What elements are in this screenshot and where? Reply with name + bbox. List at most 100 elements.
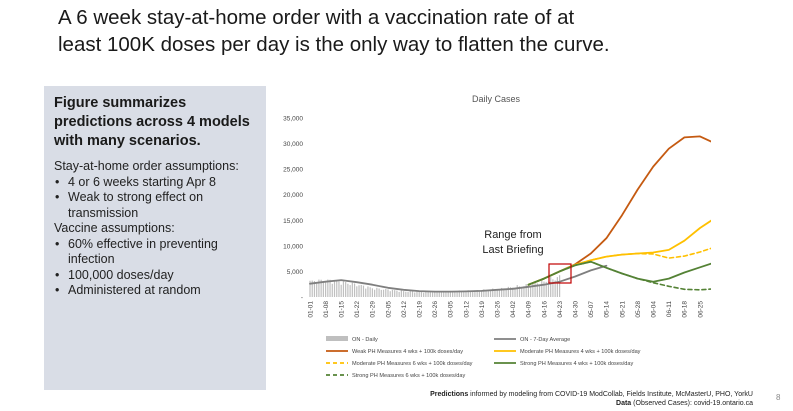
slide-title-line-1: A 6 week stay-at-home order with a vacci… <box>58 6 575 29</box>
daily-case-bar <box>431 292 434 297</box>
daily-case-bar <box>365 288 367 297</box>
daily-case-bar <box>351 282 353 297</box>
daily-case-bar <box>492 288 494 297</box>
x-tick-label: 06-18 <box>682 301 689 318</box>
daily-case-bar <box>541 279 543 297</box>
daily-case-bar <box>345 282 347 297</box>
daily-case-bar <box>360 284 362 297</box>
x-tick-label: 03-26 <box>495 301 502 318</box>
daily-case-bar <box>509 287 512 297</box>
y-tick-label: - <box>301 295 303 302</box>
x-tick-label: 02-12 <box>401 301 408 318</box>
daily-case-bar <box>518 286 521 297</box>
daily-case-bar <box>478 290 480 297</box>
daily-case-bar <box>316 283 318 297</box>
daily-case-bar <box>411 291 414 297</box>
daily-case-bar <box>394 290 396 297</box>
list-item: Administered at random <box>54 283 258 299</box>
daily-case-bar <box>489 290 492 297</box>
x-tick-label: 04-16 <box>541 301 548 318</box>
x-tick-label: 04-30 <box>573 301 580 318</box>
daily-case-bar <box>333 280 336 297</box>
daily-case-bar <box>534 282 536 297</box>
daily-case-bar <box>378 288 380 297</box>
y-tick-label: 35,000 <box>283 116 303 123</box>
x-tick-label: 06-04 <box>651 301 658 318</box>
y-tick-label: 10,000 <box>283 243 303 250</box>
daily-case-bar <box>469 290 472 297</box>
summary-heading: Figure summarizes predictions across 4 m… <box>54 95 250 149</box>
daily-case-bar <box>409 290 411 297</box>
daily-case-bar <box>538 284 541 297</box>
daily-case-bar <box>483 289 485 297</box>
daily-case-bar <box>487 290 489 297</box>
source-footer: Predictions informed by modeling from CO… <box>430 390 753 408</box>
page-number: 8 <box>776 393 781 402</box>
legend-label: Strong PH Measures 6 wks + 100k doses/da… <box>352 373 466 379</box>
daily-case-bar <box>416 291 418 297</box>
daily-case-bar <box>454 291 456 297</box>
daily-case-bar <box>505 289 507 297</box>
daily-case-bar <box>512 287 514 297</box>
strong-4wk-line <box>527 260 711 286</box>
daily-case-bar <box>398 291 400 297</box>
daily-case-bar <box>532 283 534 297</box>
daily-case-bar <box>445 291 447 297</box>
daily-case-bar <box>356 286 358 297</box>
data-label: Data <box>616 400 632 407</box>
daily-case-bar <box>353 283 356 297</box>
x-tick-label: 03-12 <box>463 301 470 318</box>
legend-label: ON - Daily <box>352 337 378 343</box>
daily-case-bar <box>559 275 561 297</box>
daily-case-bar <box>460 291 463 297</box>
y-tick-label: 20,000 <box>283 192 303 199</box>
x-tick-label: 03-05 <box>448 301 455 318</box>
stay-at-home-list: 4 or 6 weeks starting Apr 8 Weak to stro… <box>54 175 258 222</box>
x-tick-label: 02-05 <box>385 301 392 318</box>
x-tick-label: 06-11 <box>666 301 673 318</box>
daily-case-bar <box>550 277 552 297</box>
daily-case-bar <box>349 285 351 297</box>
daily-case-bar <box>318 279 320 297</box>
legend-label: Moderate PH Measures 6 wks + 100k doses/… <box>352 361 473 367</box>
daily-case-bar <box>501 287 503 297</box>
daily-case-bar <box>331 283 333 297</box>
x-tick-label: 05-07 <box>588 301 595 318</box>
daily-case-bar <box>342 281 345 297</box>
daily-case-bar <box>434 290 436 297</box>
daily-case-bar <box>452 291 454 297</box>
daily-case-bar <box>516 285 518 297</box>
summary-panel: Figure summarizes predictions across 4 m… <box>44 86 266 390</box>
daily-case-bar <box>438 292 440 297</box>
daily-case-bar <box>336 280 338 297</box>
range-annotation-line-1: Range from <box>484 229 541 241</box>
predictions-text: informed by modeling from COVID-19 ModCo… <box>468 391 753 398</box>
daily-case-bar <box>403 291 405 297</box>
y-tick-label: 30,000 <box>283 141 303 148</box>
daily-case-bar <box>358 285 360 297</box>
daily-case-bar <box>427 291 429 297</box>
daily-case-bar <box>338 281 340 297</box>
daily-case-bar <box>380 289 382 297</box>
daily-case-bar <box>514 288 516 297</box>
daily-case-bar <box>523 286 525 297</box>
x-tick-label: 06-25 <box>697 301 704 318</box>
data-text: (Observed Cases): covid-19.ontario.ca <box>631 400 753 407</box>
daily-case-bar <box>429 291 431 297</box>
weak-4wk-line <box>527 135 711 286</box>
predictions-label: Predictions <box>430 391 469 398</box>
daily-case-bar <box>425 291 427 297</box>
daily-case-bar <box>414 292 416 297</box>
daily-case-bar <box>552 279 554 297</box>
daily-case-bar <box>420 291 423 297</box>
daily-case-bar <box>525 284 527 297</box>
daily-case-bar <box>449 290 451 297</box>
slide-title-line-2: least 100K doses per day is the only way… <box>58 33 610 56</box>
x-tick-label: 04-09 <box>526 301 533 318</box>
moderate-6wk-line <box>527 247 711 286</box>
x-tick-label: 01-15 <box>339 301 346 318</box>
daily-case-bar <box>458 290 460 297</box>
list-item: 4 or 6 weeks starting Apr 8 <box>54 175 258 191</box>
x-tick-label: 04-23 <box>557 301 564 318</box>
daily-case-bar <box>371 288 373 297</box>
